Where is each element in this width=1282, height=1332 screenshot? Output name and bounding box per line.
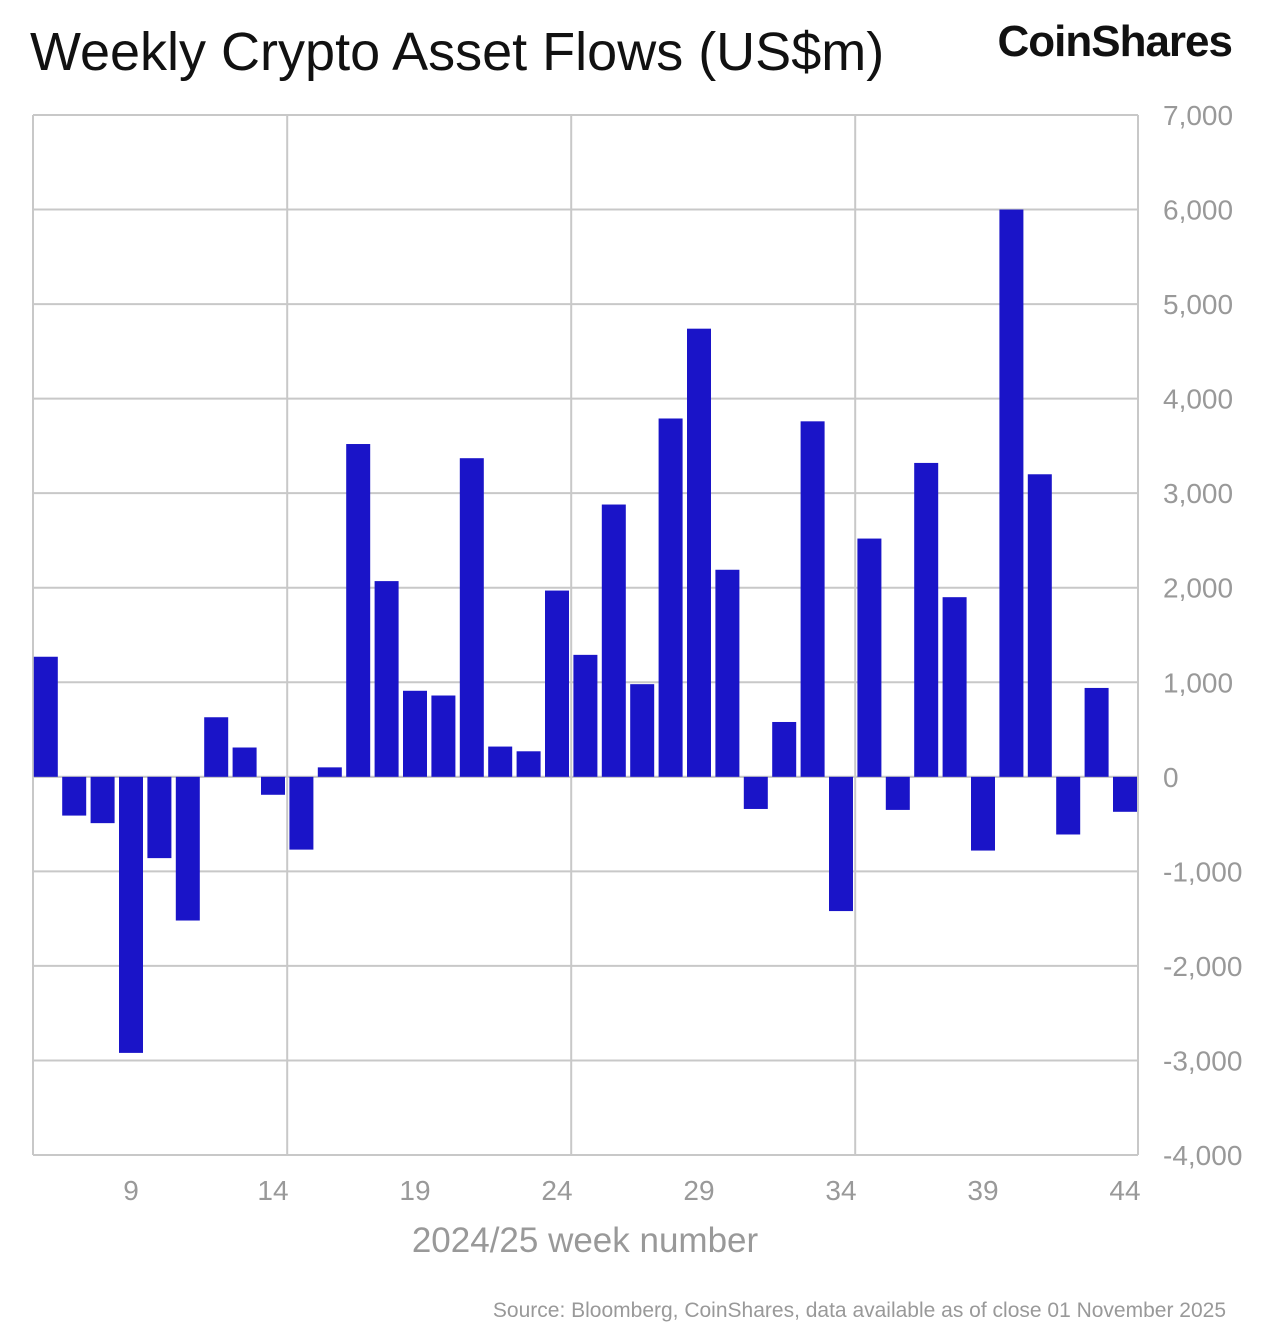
- x-tick-label: 24: [541, 1175, 572, 1206]
- bar-week-36: [885, 776, 910, 810]
- bar-week-20: [431, 695, 456, 777]
- x-axis-ticks: 9 14 19 24 29 34 39 44: [123, 1175, 1140, 1206]
- bar-week-24: [545, 590, 569, 777]
- bar-week-33: [800, 421, 825, 777]
- bar-week-32: [772, 721, 797, 777]
- y-tick-label: 2,000: [1163, 573, 1233, 604]
- x-tick-label: 29: [683, 1175, 714, 1206]
- y-tick-label: 4,000: [1163, 384, 1233, 415]
- bar-week-17: [346, 444, 371, 777]
- bar-week-7: [62, 776, 87, 816]
- bar-week-40: [999, 209, 1024, 777]
- y-tick-label: 3,000: [1163, 478, 1233, 509]
- x-tick-label: 44: [1109, 1175, 1140, 1206]
- bar-week-31: [743, 776, 768, 809]
- bar-week-8: [90, 776, 115, 824]
- x-tick-label: 39: [967, 1175, 998, 1206]
- bar-week-28: [658, 418, 683, 777]
- bar-week-21: [459, 458, 484, 777]
- y-tick-label: -3,000: [1163, 1045, 1242, 1076]
- bar-week-25: [573, 654, 598, 777]
- chart-title: Weekly Crypto Asset Flows (US$m): [30, 22, 884, 82]
- bar-week-26: [601, 504, 626, 777]
- bar-week-13: [232, 747, 257, 777]
- bar-week-43: [1084, 687, 1109, 777]
- y-tick-label: 1,000: [1163, 667, 1233, 698]
- bar-week-39: [971, 776, 995, 851]
- source-note: Source: Bloomberg, CoinShares, data avai…: [493, 1299, 1226, 1322]
- x-tick-label: 14: [257, 1175, 288, 1206]
- y-tick-label: -2,000: [1163, 951, 1242, 982]
- bar-week-15: [289, 776, 314, 850]
- x-axis-label: 2024/25 week number: [412, 1221, 759, 1260]
- bar-week-11: [175, 776, 200, 921]
- bar-week-27: [630, 684, 655, 777]
- bar-week-16: [317, 767, 342, 777]
- bar-week-34: [829, 776, 853, 912]
- bar-week-14: [261, 776, 285, 795]
- bar-week-37: [914, 462, 939, 777]
- bar-week-10: [147, 776, 172, 859]
- bar-week-38: [942, 597, 967, 777]
- grid: [32, 114, 1139, 1156]
- coinshares-logo: CoinShares: [997, 17, 1232, 66]
- bar-week-9: [119, 776, 143, 1053]
- bar-week-30: [715, 569, 740, 777]
- y-tick-label: 7,000: [1163, 100, 1233, 131]
- bar-week-44: [1113, 776, 1137, 812]
- bar-week-35: [857, 538, 882, 777]
- bar-week-18: [374, 581, 399, 777]
- bar-week-23: [516, 751, 541, 777]
- bar-week-19: [403, 690, 427, 777]
- bar-week-41: [1027, 474, 1052, 777]
- y-tick-label: 0: [1163, 762, 1179, 793]
- y-tick-label: 6,000: [1163, 195, 1233, 226]
- y-tick-label: -1,000: [1163, 856, 1242, 887]
- x-tick-label: 19: [399, 1175, 430, 1206]
- y-tick-label: 5,000: [1163, 289, 1233, 320]
- bar-week-42: [1056, 776, 1081, 835]
- y-axis-ticks: 7,000 6,000 5,000 4,000 3,000 2,000 1,000 0 -1,0…: [1163, 100, 1242, 1171]
- bar-week-12: [204, 717, 229, 777]
- bars: [33, 209, 1137, 1053]
- bar-week-29: [687, 328, 711, 777]
- bar-week-6: [33, 656, 58, 777]
- bar-week-22: [488, 746, 513, 777]
- x-tick-label: 9: [123, 1175, 139, 1206]
- y-tick-label: -4,000: [1163, 1140, 1242, 1171]
- x-tick-label: 34: [825, 1175, 856, 1206]
